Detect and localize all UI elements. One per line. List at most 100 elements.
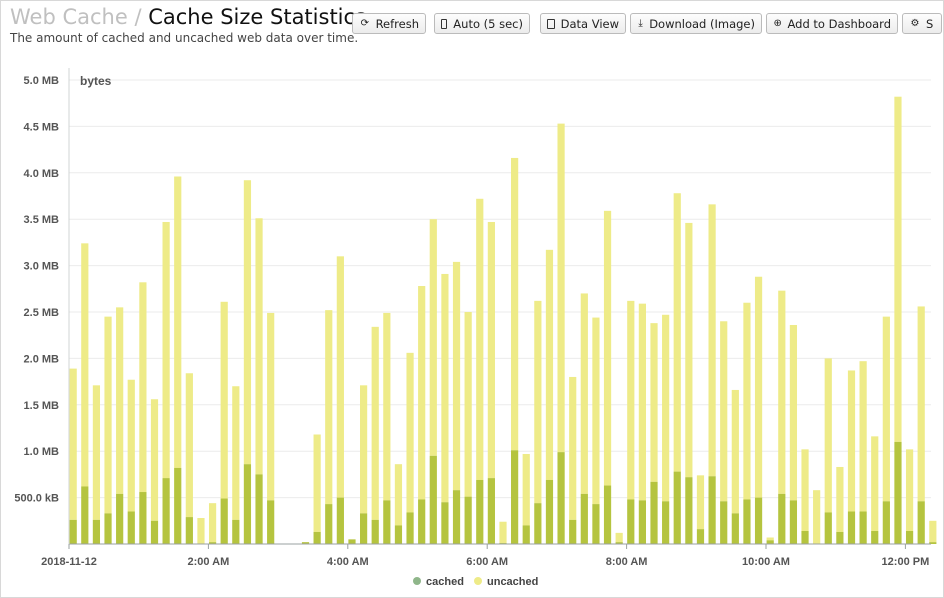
bar-cached[interactable] [139, 492, 147, 544]
bar-uncached[interactable] [673, 193, 681, 472]
bar-uncached[interactable] [150, 399, 159, 521]
bar-uncached[interactable] [232, 386, 240, 520]
bar-cached[interactable] [685, 477, 693, 544]
bar-cached[interactable] [255, 474, 263, 544]
bar-uncached[interactable] [162, 221, 170, 479]
bar-uncached[interactable] [743, 302, 751, 500]
bar-uncached[interactable] [534, 300, 542, 504]
bar-uncached[interactable] [336, 256, 344, 498]
bar-cached[interactable] [847, 511, 856, 544]
bar-cached[interactable] [615, 542, 623, 544]
bar-uncached[interactable] [894, 96, 902, 442]
legend-item[interactable]: cached [426, 576, 464, 588]
bar-cached[interactable] [208, 542, 217, 544]
refresh-button[interactable]: ⟳ Refresh [352, 13, 426, 34]
bar-uncached[interactable] [371, 326, 379, 520]
bar-cached[interactable] [232, 519, 240, 544]
bar-cached[interactable] [429, 455, 437, 544]
bar-cached[interactable] [267, 500, 275, 544]
bar-cached[interactable] [301, 542, 310, 544]
bar-cached[interactable] [522, 525, 530, 544]
bar-uncached[interactable] [197, 518, 205, 544]
bar-uncached[interactable] [545, 249, 554, 480]
bar-cached[interactable] [871, 531, 879, 544]
bar-uncached[interactable] [174, 176, 182, 468]
bar-cached[interactable] [406, 512, 414, 544]
bar-uncached[interactable] [696, 475, 705, 530]
bar-cached[interactable] [859, 511, 867, 544]
bar-cached[interactable] [917, 501, 925, 544]
bar-cached[interactable] [801, 531, 809, 544]
bar-cached[interactable] [394, 525, 403, 544]
bar-uncached[interactable] [452, 261, 461, 491]
bar-cached[interactable] [766, 540, 774, 544]
bar-uncached[interactable] [708, 204, 716, 477]
data-view-toggle[interactable]: Data View [540, 13, 626, 34]
legend-item[interactable]: uncached [487, 576, 538, 588]
bar-uncached[interactable] [313, 434, 321, 532]
bar-uncached[interactable] [592, 317, 600, 505]
bar-uncached[interactable] [778, 290, 786, 494]
bar-cached[interactable] [359, 513, 368, 544]
bar-cached[interactable] [174, 467, 182, 544]
bar-uncached[interactable] [69, 368, 77, 520]
bar-cached[interactable] [720, 501, 728, 544]
bar-cached[interactable] [638, 500, 646, 544]
bar-cached[interactable] [371, 519, 379, 544]
bar-cached[interactable] [929, 542, 937, 544]
bar-cached[interactable] [731, 513, 739, 544]
bar-cached[interactable] [116, 493, 124, 544]
bar-uncached[interactable] [220, 301, 228, 499]
bar-uncached[interactable] [208, 503, 217, 543]
add-to-dashboard-button[interactable]: ⊕ Add to Dashboard [766, 13, 898, 34]
bar-uncached[interactable] [267, 312, 275, 501]
bar-uncached[interactable] [813, 490, 821, 544]
bar-cached[interactable] [824, 512, 832, 544]
bar-cached[interactable] [476, 479, 484, 544]
bar-cached[interactable] [185, 517, 193, 544]
bar-cached[interactable] [545, 479, 554, 544]
bar-cached[interactable] [662, 501, 670, 544]
breadcrumb-web-cache[interactable]: Web Cache [10, 5, 128, 29]
bar-cached[interactable] [569, 519, 577, 544]
bar-cached[interactable] [150, 520, 159, 544]
bar-cached[interactable] [418, 499, 426, 544]
bar-cached[interactable] [592, 504, 600, 544]
settings-button[interactable]: ⚙ S [902, 13, 942, 34]
bar-uncached[interactable] [418, 286, 426, 500]
bar-uncached[interactable] [789, 324, 798, 501]
bar-cached[interactable] [534, 503, 542, 544]
bar-cached[interactable] [162, 478, 170, 544]
bar-cached[interactable] [754, 497, 763, 544]
bar-uncached[interactable] [882, 316, 890, 502]
bar-uncached[interactable] [731, 389, 739, 514]
bar-uncached[interactable] [766, 537, 774, 541]
bar-uncached[interactable] [394, 464, 403, 526]
legend-swatch[interactable] [474, 577, 482, 585]
bar-cached[interactable] [627, 499, 635, 544]
bar-cached[interactable] [452, 490, 461, 544]
bar-uncached[interactable] [801, 449, 809, 532]
bar-uncached[interactable] [917, 306, 925, 502]
bar-cached[interactable] [325, 504, 333, 544]
bar-uncached[interactable] [359, 385, 368, 514]
bar-cached[interactable] [348, 539, 356, 544]
bar-uncached[interactable] [81, 243, 89, 487]
bar-uncached[interactable] [139, 282, 147, 493]
bar-cached[interactable] [673, 471, 681, 544]
bar-uncached[interactable] [406, 352, 414, 513]
bar-uncached[interactable] [383, 312, 391, 501]
bar-uncached[interactable] [557, 123, 565, 453]
bar-uncached[interactable] [650, 323, 658, 482]
bar-uncached[interactable] [127, 379, 135, 512]
bar-cached[interactable] [313, 531, 321, 544]
bar-uncached[interactable] [185, 373, 193, 518]
bar-cached[interactable] [650, 481, 658, 544]
bar-uncached[interactable] [487, 221, 495, 479]
bar-uncached[interactable] [580, 293, 588, 494]
bar-uncached[interactable] [638, 303, 646, 501]
bar-cached[interactable] [92, 519, 101, 544]
bar-uncached[interactable] [603, 210, 612, 486]
bar-cached[interactable] [603, 485, 612, 544]
bar-cached[interactable] [336, 497, 344, 544]
